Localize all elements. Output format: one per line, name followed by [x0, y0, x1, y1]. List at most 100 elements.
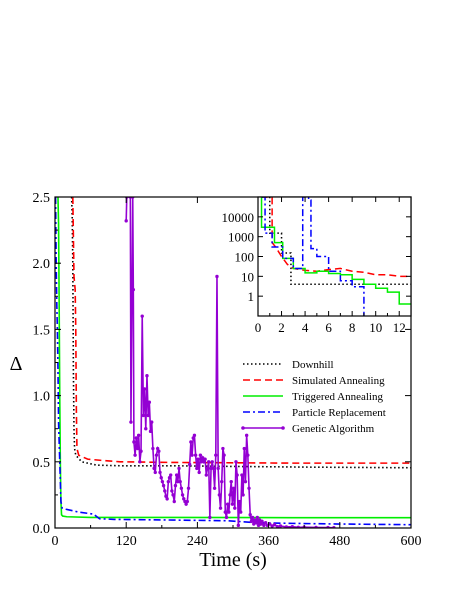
data-point-genetic-algorithm: [243, 479, 248, 484]
y-tick-label: 0.5: [33, 456, 51, 471]
data-point-genetic-algorithm: [183, 499, 187, 504]
data-point-genetic-algorithm: [224, 515, 229, 520]
x-tick-label: 0: [52, 534, 59, 549]
data-point-genetic-algorithm: [210, 460, 214, 464]
legend: Downhill Simulated Annealing Triggered Ann…: [241, 359, 386, 435]
data-point-genetic-algorithm: [166, 479, 171, 484]
x-axis-label: Time (s): [199, 549, 267, 571]
data-point-genetic-algorithm: [217, 493, 222, 497]
data-point-genetic-algorithm: [212, 486, 217, 490]
data-point-genetic-algorithm: [146, 413, 150, 418]
data-point-genetic-algorithm: [172, 499, 176, 504]
data-point-genetic-algorithm: [236, 523, 241, 528]
inset-x-tick-label: 10: [369, 320, 382, 335]
data-point-genetic-algorithm: [223, 510, 227, 514]
inset-series-line-triggered-annealing: [260, 197, 411, 305]
data-point-genetic-algorithm: [260, 519, 264, 524]
data-point-genetic-algorithm: [167, 475, 172, 480]
data-point-genetic-algorithm: [182, 497, 186, 501]
data-point-genetic-algorithm: [159, 475, 163, 480]
data-point-genetic-algorithm: [253, 518, 257, 522]
data-point-genetic-algorithm: [176, 479, 180, 484]
data-point-genetic-algorithm: [211, 466, 216, 471]
data-point-genetic-algorithm: [138, 460, 142, 464]
x-tick-label: 360: [258, 534, 279, 549]
data-point-genetic-algorithm: [227, 510, 231, 514]
inset-series-group: [260, 197, 411, 316]
legend-marker: [241, 426, 245, 430]
data-point-genetic-algorithm: [161, 483, 166, 488]
inset-y-tick-label: 100: [235, 250, 255, 265]
data-point-genetic-algorithm: [231, 486, 236, 490]
data-point-genetic-algorithm: [204, 473, 208, 477]
legend-label-triggered-annealing: Triggered Annealing: [292, 391, 383, 403]
data-point-genetic-algorithm: [189, 440, 193, 444]
data-point-genetic-algorithm: [179, 486, 184, 490]
data-point-genetic-algorithm: [255, 515, 260, 520]
data-point-genetic-algorithm: [142, 387, 147, 391]
data-point-genetic-algorithm: [129, 420, 133, 424]
inset-x-tick-label: 8: [349, 320, 356, 335]
data-point-genetic-algorithm: [144, 427, 148, 431]
main-series-group: [55, 197, 411, 528]
data-point-genetic-algorithm: [184, 502, 188, 506]
data-point-genetic-algorithm: [174, 473, 179, 477]
data-point-genetic-algorithm: [165, 497, 169, 501]
data-point-genetic-algorithm: [220, 479, 224, 484]
data-point-genetic-algorithm: [205, 466, 210, 471]
inset-background: [258, 197, 411, 316]
data-point-genetic-algorithm: [222, 453, 226, 457]
y-tick-label: 1.0: [33, 390, 51, 405]
data-point-genetic-algorithm: [209, 466, 213, 471]
data-point-genetic-algorithm: [290, 524, 295, 528]
data-point-genetic-algorithm: [157, 449, 161, 453]
data-point-genetic-algorithm: [237, 499, 242, 504]
data-point-genetic-algorithm: [240, 473, 244, 477]
legend-label-genetic-algorithm: Genetic Algorithm: [292, 423, 375, 435]
data-point-genetic-algorithm: [208, 515, 212, 520]
data-point-genetic-algorithm: [163, 489, 167, 493]
data-point-genetic-algorithm: [234, 460, 238, 464]
data-point-genetic-algorithm: [155, 446, 160, 451]
inset-y-tick-label: 10000: [222, 210, 255, 225]
legend-marker: [281, 426, 285, 430]
data-point-genetic-algorithm: [250, 515, 255, 520]
data-point-genetic-algorithm: [275, 524, 280, 528]
inset-x-tick-label: 6: [325, 320, 332, 335]
data-point-genetic-algorithm: [160, 479, 165, 484]
y-tick-label: 0.0: [33, 522, 51, 537]
data-point-genetic-algorithm: [191, 436, 195, 440]
data-point-genetic-algorithm: [278, 524, 283, 528]
data-point-genetic-algorithm: [263, 521, 268, 525]
data-point-genetic-algorithm: [241, 493, 245, 497]
data-point-genetic-algorithm: [134, 436, 138, 440]
data-point-genetic-algorithm: [244, 433, 249, 438]
data-point-genetic-algorithm: [203, 457, 207, 461]
data-point-genetic-algorithm: [262, 523, 266, 528]
series-line-downhill: [70, 197, 411, 469]
series-line-particle-replacement: [55, 197, 411, 526]
data-point-genetic-algorithm: [135, 446, 140, 451]
data-point-genetic-algorithm: [284, 525, 289, 528]
inset-x-tick-label: 12: [393, 320, 406, 335]
data-point-genetic-algorithm: [195, 466, 199, 471]
data-point-genetic-algorithm: [235, 473, 239, 477]
y-tick-label: 2.5: [33, 191, 51, 206]
data-point-genetic-algorithm: [246, 453, 250, 457]
data-point-genetic-algorithm: [202, 460, 206, 464]
data-point-genetic-algorithm: [145, 374, 149, 378]
x-tick-label: 120: [116, 534, 137, 549]
legend-label-downhill: Downhill: [292, 359, 334, 371]
data-point-genetic-algorithm: [193, 453, 198, 457]
data-point-genetic-algorithm: [140, 314, 144, 318]
data-point-genetic-algorithm: [215, 274, 219, 279]
data-point-genetic-algorithm: [192, 433, 197, 438]
data-point-genetic-algorithm: [131, 287, 136, 292]
legend-label-simulated-annealing: Simulated Annealing: [292, 375, 385, 387]
data-point-genetic-algorithm: [173, 483, 178, 488]
data-point-genetic-algorithm: [272, 522, 277, 527]
inset-x-tick-label: 0: [255, 320, 262, 335]
inset-plot: 0 2 4 6 8 10 12 1 10 100 1000 10000: [222, 196, 412, 335]
data-point-genetic-algorithm: [233, 506, 237, 510]
